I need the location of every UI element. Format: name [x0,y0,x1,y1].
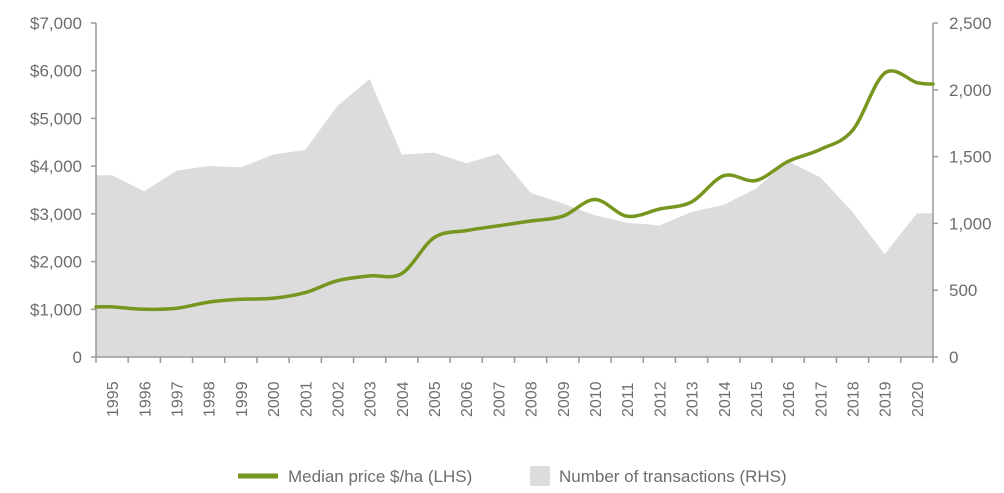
median-price-point [174,306,179,310]
x-tick-label: 2001 [298,381,315,417]
median-price-point [625,214,629,218]
x-tick-label: 2000 [266,381,283,417]
x-tick-label: 2003 [363,381,380,417]
x-tick-label: 1998 [202,381,219,417]
median-price-point [110,305,114,309]
median-price-point [367,274,372,278]
median-price-point [303,290,307,295]
x-tick-label: 1999 [234,381,251,417]
line-layer [94,69,935,312]
series-line-median-price [94,69,935,312]
x-tick-label: 2007 [491,381,508,417]
median-price-point [818,147,822,152]
left-tick-label: $7,000 [30,14,82,33]
x-tick-label: 1995 [105,381,122,417]
median-price-point [754,178,758,183]
x-tick-label: 1997 [169,381,186,417]
x-tick-label: 2017 [813,381,830,417]
legend-label-transactions: Number of transactions (RHS) [559,467,787,486]
legend-label-median-price: Median price $/ha (LHS) [288,467,472,486]
x-tick-label: 2002 [330,381,347,417]
series-area-transactions [96,79,933,357]
right-tick-label: 1,500 [949,148,992,167]
axes-layer: 0 $1,000 $2,000 $3,000 $4,000 $5,000 $6,000 $7,… [30,14,992,367]
median-price-point [689,200,694,204]
left-tick-label: $1,000 [30,300,82,319]
median-price-point [528,219,533,223]
median-price-point [239,297,243,301]
x-tick-label: 2011 [620,382,637,417]
median-price-point [722,174,726,178]
x-tick-label: 2009 [556,381,573,417]
median-price-point [335,279,340,283]
x-tick-label: 2015 [749,381,766,417]
x-tick-label: 2012 [652,381,669,417]
x-tick-label: 2008 [524,381,541,417]
x-tick-label: 2010 [588,381,605,417]
area-layer [96,79,933,357]
right-tick-label: 2,000 [949,81,992,100]
median-price-point [850,128,855,133]
left-tick-label: $3,000 [30,205,82,224]
median-price-point [657,207,662,211]
left-tick-label: 0 [73,348,82,367]
median-price-point [207,300,211,304]
legend: Median price $/ha (LHS) Number of transa… [238,466,787,486]
median-price-point [915,80,919,85]
median-price-point [883,71,887,75]
median-price-point [561,214,565,218]
median-price-point [464,228,468,233]
median-price-point [593,197,597,202]
left-tick-label: $5,000 [30,109,82,128]
x-tick-label: 2013 [685,381,702,417]
right-tick-label: 0 [949,348,958,367]
median-price-point [400,271,404,276]
right-tick-label: 1,000 [949,214,992,233]
median-price-point [271,296,275,300]
median-price-point [786,159,790,164]
x-tick-label: 2006 [459,381,476,417]
left-tick-label: $2,000 [30,253,82,272]
right-tick-label: 2,500 [949,14,992,33]
left-tick-label: $6,000 [30,62,82,81]
x-tick-label: 2018 [846,381,863,417]
x-tick-label: 1996 [137,381,154,417]
right-tick-label: 500 [949,281,977,300]
left-tick-label: $4,000 [30,157,82,176]
median-price-point [496,224,501,228]
median-price-point [432,236,436,240]
x-tick-label: 2004 [395,381,412,417]
x-axis-labels: 1995 1996 1997 1998 1999 2000 2001 2002 2003 2004… [105,381,927,417]
median-price-point [142,307,146,311]
x-tick-label: 2019 [878,381,895,417]
x-tick-label: 2005 [427,381,444,417]
x-tick-label: 2016 [781,381,798,417]
legend-swatch-transactions [530,466,550,486]
x-tick-label: 2020 [910,381,927,417]
x-tick-label: 2014 [717,381,734,417]
